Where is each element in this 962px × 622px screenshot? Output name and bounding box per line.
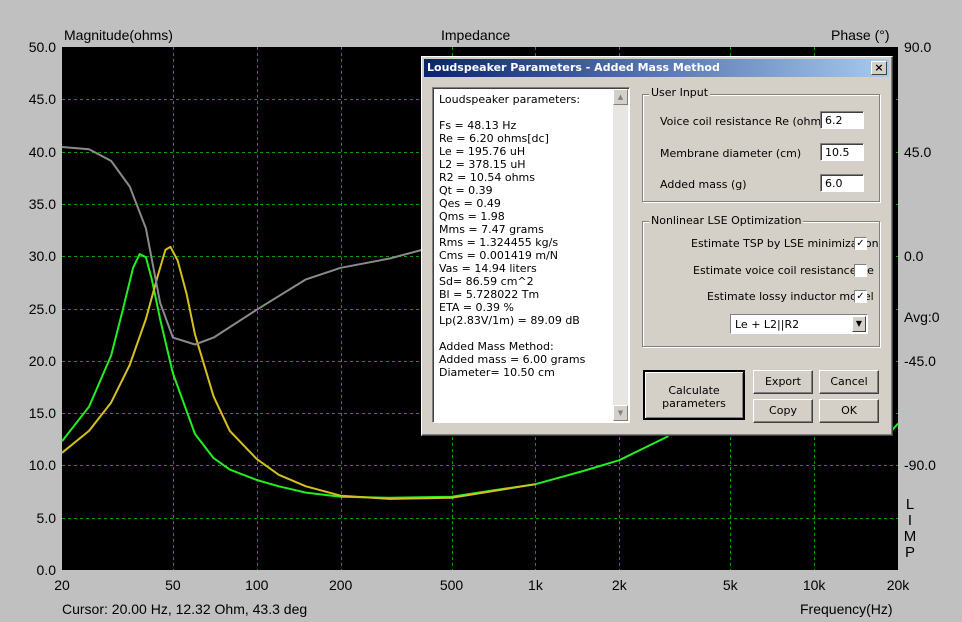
- dialog-title-bar[interactable]: Loudspeaker Parameters - Added Mass Meth…: [424, 59, 889, 77]
- parameter-line: Le = 195.76 uH: [439, 145, 526, 158]
- limp-letter: L: [905, 496, 915, 513]
- parameter-line: Qms = 1.98: [439, 210, 505, 223]
- export-button[interactable]: Export: [753, 370, 813, 394]
- parameter-line: Fs = 48.13 Hz: [439, 119, 517, 132]
- phase-tick-label: 0.0: [904, 248, 924, 265]
- frequency-tick-label: 50: [165, 577, 181, 593]
- added-mass-input[interactable]: 6.0: [820, 174, 864, 192]
- calculate-parameters-button[interactable]: Calculate parameters: [643, 370, 745, 420]
- frequency-tick-label: 500: [439, 577, 464, 593]
- graph-title: Impedance: [441, 27, 511, 43]
- lossy-inductor-label: Estimate lossy inductor model: [707, 290, 874, 303]
- trace-magnitude-1: [61, 245, 536, 500]
- parameter-line: Added mass = 6.00 grams: [439, 353, 586, 366]
- parameter-line: Lp(2.83V/1m) = 89.09 dB: [439, 314, 580, 327]
- parameter-line: [439, 327, 585, 340]
- lse-optimization-legend: Nonlinear LSE Optimization: [649, 214, 804, 227]
- added-mass-label: Added mass (g): [660, 178, 747, 191]
- inductor-model-select[interactable]: Le + L2||R2 ▼: [730, 314, 868, 334]
- parameter-line: Re = 6.20 ohms[dc]: [439, 132, 549, 145]
- close-icon: ×: [874, 61, 884, 74]
- lossy-inductor-checkbox[interactable]: ✓: [854, 290, 867, 303]
- parameter-line: Sd= 86.59 cm^2: [439, 275, 534, 288]
- phase-tick-label: 45.0: [904, 143, 932, 160]
- parameter-line: Qt = 0.39: [439, 184, 493, 197]
- magnitude-tick-label: 35.0: [28, 195, 56, 212]
- user-input-group: [642, 94, 880, 202]
- plot-traces: [61, 146, 899, 500]
- frequency-tick-label: 10k: [802, 577, 826, 593]
- phase-tick-label: -90.0: [904, 457, 936, 474]
- magnitude-tick-label: 45.0: [28, 91, 56, 108]
- frequency-tick-label: 1k: [528, 577, 543, 593]
- user-input-legend: User Input: [649, 86, 711, 99]
- ok-button[interactable]: OK: [819, 399, 879, 423]
- magnitude-tick-label: 0.0: [36, 562, 56, 578]
- copy-button[interactable]: Copy: [753, 399, 813, 423]
- frequency-tick-label: 100: [245, 577, 269, 593]
- parameter-line: L2 = 378.15 uH: [439, 158, 526, 171]
- frequency-tick-label: 20k: [886, 577, 910, 593]
- magnitude-tick-label: 40.0: [28, 143, 56, 160]
- lse-minimization-checkbox[interactable]: ✓: [854, 237, 867, 250]
- parameter-line: R2 = 10.54 ohms: [439, 171, 535, 184]
- frequency-tick-label: 200: [328, 577, 353, 593]
- parameter-line: [439, 106, 585, 119]
- trace-phase-2: [61, 146, 425, 346]
- calculate-label-line2: parameters: [662, 397, 726, 410]
- phase-tick-label: -45.0: [904, 352, 936, 369]
- frequency-tick-label: 20: [54, 577, 70, 593]
- scroll-up-icon[interactable]: ▲: [613, 89, 628, 105]
- magnitude-axis-title: Magnitude(ohms): [64, 27, 173, 43]
- frequency-axis-title: Frequency(Hz): [800, 601, 893, 617]
- parameter-line: Added Mass Method:: [439, 340, 554, 353]
- magnitude-tick-label: 50.0: [28, 39, 56, 55]
- lse-minimization-label: Estimate TSP by LSE minimization: [691, 237, 879, 250]
- magnitude-tick-label: 20.0: [28, 352, 56, 369]
- parameter-line: ETA = 0.39 %: [439, 301, 514, 314]
- close-button[interactable]: ×: [871, 61, 887, 75]
- loudspeaker-parameters-dialog: Loudspeaker Parameters - Added Mass Meth…: [421, 56, 893, 436]
- cursor-readout: Cursor: 20.00 Hz, 12.32 Ohm, 43.3 deg: [62, 601, 308, 617]
- parameter-line: Cms = 0.001419 m/N: [439, 249, 558, 262]
- scroll-down-icon[interactable]: ▼: [613, 405, 628, 421]
- limp-letter: I: [907, 512, 913, 529]
- limp-letter: M: [903, 528, 917, 545]
- diameter-input[interactable]: 10.5: [820, 143, 864, 161]
- magnitude-tick-label: 10.0: [28, 457, 56, 474]
- re-input[interactable]: 6.2: [820, 111, 864, 129]
- limp-letter: P: [904, 544, 915, 561]
- estimate-re-label: Estimate voice coil resistance Re: [693, 264, 874, 277]
- magnitude-tick-label: 25.0: [28, 300, 56, 317]
- parameters-text: Loudspeaker parameters: Fs = 48.13 Hz Re =…: [439, 93, 585, 379]
- parameter-line: Diameter= 10.50 cm: [439, 366, 555, 379]
- parameter-line: Qes = 0.49: [439, 197, 501, 210]
- calculate-label-line1: Calculate: [668, 384, 720, 397]
- phase-axis-title: Phase (°): [831, 27, 890, 43]
- parameter-line: Vas = 14.94 liters: [439, 262, 537, 275]
- dialog-title: Loudspeaker Parameters - Added Mass Meth…: [427, 61, 720, 74]
- chevron-down-icon[interactable]: ▼: [852, 316, 866, 332]
- parameters-text-area[interactable]: Loudspeaker parameters: Fs = 48.13 Hz Re =…: [432, 87, 630, 423]
- frequency-tick-label: 5k: [722, 577, 738, 593]
- inductor-model-value: Le + L2||R2: [735, 318, 800, 331]
- cancel-button[interactable]: Cancel: [819, 370, 879, 394]
- phase-tick-label: 90.0: [904, 39, 932, 55]
- parameter-line: Mms = 7.47 grams: [439, 223, 544, 236]
- parameter-line: Rms = 1.324455 kg/s: [439, 236, 559, 249]
- average-label: Avg:0: [904, 309, 940, 325]
- parameter-line: Loudspeaker parameters:: [439, 93, 581, 106]
- estimate-re-checkbox[interactable]: [854, 264, 867, 277]
- parameters-scrollbar[interactable]: ▲ ▼: [613, 89, 628, 421]
- re-label: Voice coil resistance Re (ohms): [660, 115, 832, 128]
- frequency-tick-label: 2k: [611, 577, 627, 593]
- parameter-line: Bl = 5.728022 Tm: [439, 288, 540, 301]
- magnitude-tick-label: 15.0: [28, 405, 56, 422]
- magnitude-tick-label: 30.0: [28, 248, 56, 265]
- magnitude-tick-label: 5.0: [36, 509, 56, 526]
- diameter-label: Membrane diameter (cm): [660, 147, 802, 160]
